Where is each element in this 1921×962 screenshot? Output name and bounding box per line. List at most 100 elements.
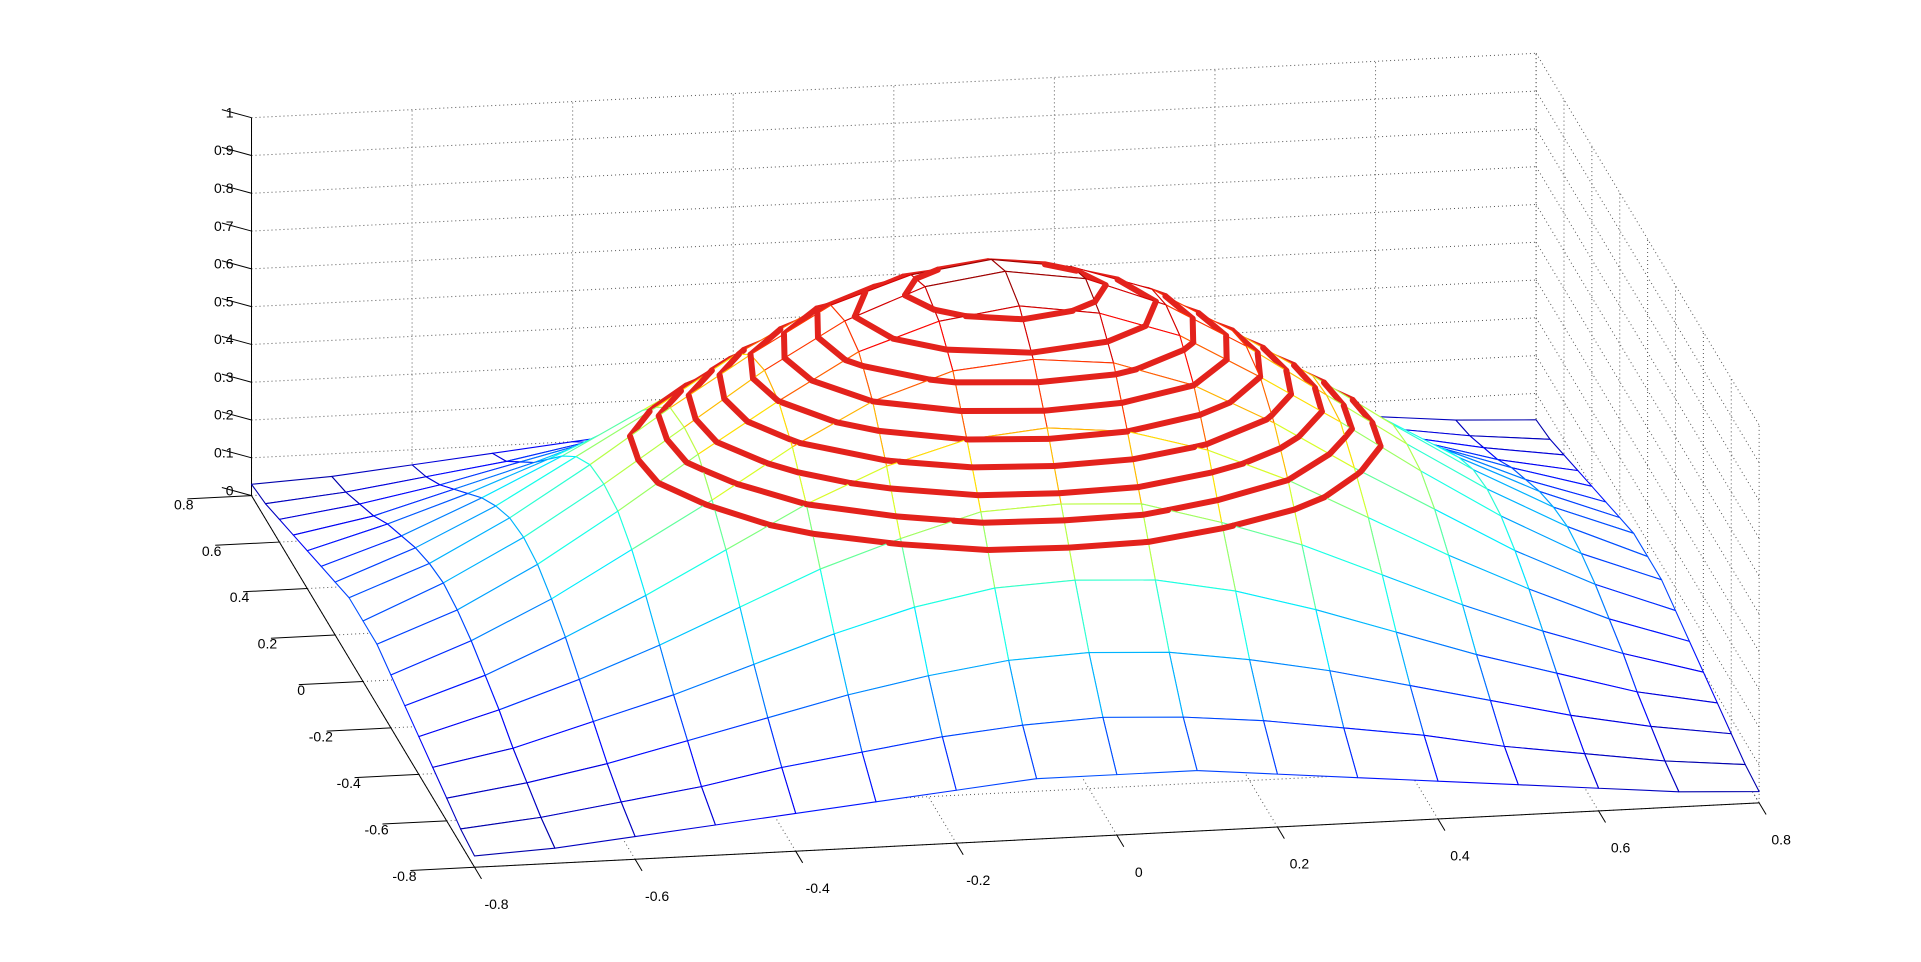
tick-mark (474, 867, 482, 880)
contour-line (1321, 379, 1347, 409)
contour-line (809, 530, 893, 546)
contour-line (1189, 315, 1197, 346)
contour-line (1340, 402, 1355, 433)
contour-line (1162, 293, 1196, 322)
contour-line (780, 331, 788, 361)
contour-line (663, 436, 690, 466)
contour-line (1326, 434, 1349, 458)
contour-line (984, 544, 1073, 553)
contour-line (1142, 298, 1159, 330)
surface-face (1664, 760, 1760, 793)
surface-face (1088, 651, 1184, 718)
contour-line (1312, 385, 1325, 415)
contour-line (1073, 267, 1109, 289)
surface-face (460, 816, 556, 857)
z-tick-label: 0.7 (214, 218, 234, 234)
grid-line (1535, 204, 1760, 577)
x-tick-label: 0 (1135, 864, 1143, 880)
contour-line (1114, 276, 1159, 305)
contour-line (1066, 538, 1152, 551)
contour-line (1135, 469, 1216, 491)
contour-line (1321, 472, 1360, 501)
y-tick-label: -0.4 (337, 775, 361, 791)
contour-line (1118, 382, 1197, 406)
contour-line (716, 372, 728, 402)
grid-line (1535, 317, 1760, 690)
contour-line (1240, 445, 1284, 467)
contour-line (1369, 419, 1384, 450)
contour-line (1056, 484, 1142, 497)
x-tick-label: -0.2 (966, 872, 990, 888)
tick-mark (955, 842, 964, 856)
contour-line (627, 433, 642, 463)
contour-line (851, 313, 897, 342)
surface-face (1182, 716, 1278, 775)
z-tick-label: 1 (226, 104, 234, 120)
contour-line (898, 541, 991, 553)
contour-line (685, 392, 699, 423)
contour-line (1223, 332, 1230, 363)
x-tick-label: 0.8 (1771, 832, 1791, 848)
tick-mark (221, 298, 252, 308)
contour-line (814, 334, 849, 363)
contour-line (814, 310, 821, 341)
contour-line (1028, 338, 1111, 356)
contour-line (699, 466, 740, 487)
surface-face (952, 358, 1048, 441)
contour-line (803, 501, 900, 520)
contour-line (1229, 327, 1261, 357)
y-tick-label: 0 (297, 682, 305, 698)
grid-line (1535, 279, 1760, 652)
grid-line (1535, 53, 1760, 426)
z-tick-label: 0.2 (214, 407, 234, 423)
y-tick-label: 0.6 (202, 543, 222, 559)
contour-line (1069, 298, 1098, 314)
contour-line (901, 275, 919, 299)
contour-line (931, 306, 969, 320)
contour-line (1197, 399, 1234, 418)
contour-line (912, 266, 941, 282)
y-tick-label: 0.8 (174, 496, 194, 512)
contour-line (1291, 362, 1319, 392)
contour-line (1260, 344, 1290, 374)
contour-line (1285, 451, 1333, 484)
tick-mark (298, 680, 364, 686)
contour-line (662, 387, 685, 411)
contour-line (926, 376, 959, 386)
tick-mark (326, 727, 391, 732)
tick-mark (221, 146, 252, 156)
contour-line (1349, 397, 1376, 426)
contour-line (869, 398, 965, 414)
contour-line (1140, 507, 1172, 518)
contour-line (1203, 416, 1270, 448)
y-tick-label: 0.2 (258, 636, 278, 652)
x-tick-label: 0.4 (1450, 848, 1470, 864)
contour-line (1112, 366, 1140, 378)
tick-mark (221, 487, 252, 497)
contour-line (808, 377, 876, 405)
contour-line (951, 517, 986, 526)
contour-line (1227, 373, 1264, 406)
contour-line (1061, 511, 1147, 524)
contour-line (963, 435, 1053, 443)
contour-line (979, 517, 1068, 526)
contour-line (1034, 371, 1119, 386)
x-tick-label: -0.4 (806, 880, 830, 896)
tick-mark (795, 850, 804, 864)
x-tick-label: 0.6 (1611, 840, 1631, 856)
contour-line (1124, 411, 1204, 435)
tick-mark (221, 109, 252, 119)
tick-mark (1758, 802, 1767, 815)
tick-mark (1437, 818, 1446, 831)
contour-line (1268, 391, 1295, 419)
surface-face (1262, 720, 1359, 779)
contour-line (692, 416, 720, 446)
tick-mark (221, 260, 252, 270)
contour-line (1041, 261, 1080, 274)
tick-mark (382, 820, 447, 825)
contour-line (702, 501, 718, 511)
contour-line (654, 479, 709, 508)
y-tick-label: -0.6 (365, 822, 389, 838)
